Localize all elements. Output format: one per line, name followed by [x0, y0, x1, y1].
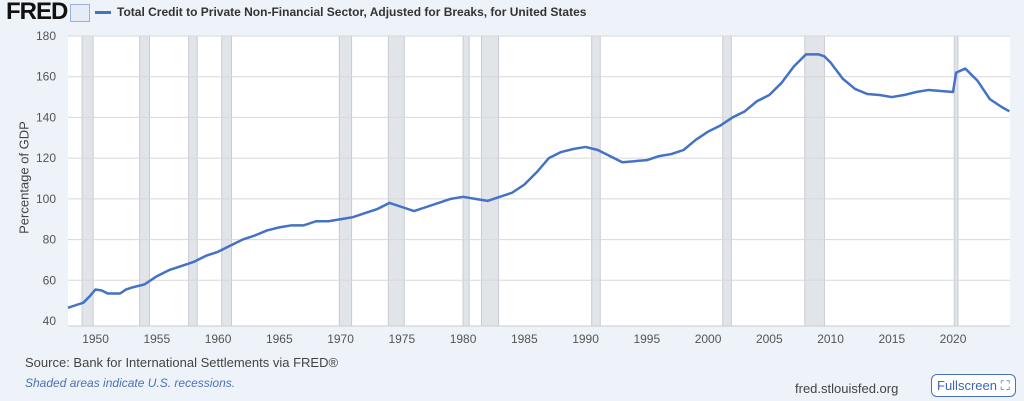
x-tick-label: 1990 [572, 332, 599, 346]
y-tick-label: 80 [43, 233, 57, 247]
y-tick-label: 180 [36, 29, 56, 43]
x-tick-label: 1975 [388, 332, 415, 346]
y-tick-label: 140 [36, 110, 56, 124]
recession-band [722, 35, 732, 327]
legend: Total Credit to Private Non-Financial Se… [95, 5, 586, 19]
y-tick-label: 60 [43, 273, 57, 287]
fullscreen-button[interactable]: Fullscreen ⛶ [931, 374, 1016, 397]
x-tick-label: 1970 [327, 332, 354, 346]
x-tick-label: 2015 [878, 332, 905, 346]
x-tick-label: 1955 [143, 332, 170, 346]
recession-band [81, 35, 94, 327]
y-tick-label: 120 [36, 151, 56, 165]
x-tick-label: 1995 [633, 332, 660, 346]
recession-band [804, 35, 825, 327]
x-tick-label: 2020 [940, 332, 967, 346]
x-tick-label: 1980 [450, 332, 477, 346]
legend-swatch [95, 10, 111, 14]
recession-band [188, 35, 198, 327]
recession-band [480, 35, 500, 327]
x-tick-label: 2000 [695, 332, 722, 346]
x-tick-label: 1950 [82, 332, 109, 346]
fred-logo[interactable]: FRED [6, 0, 68, 25]
recession-band [221, 35, 233, 327]
line-chart: 40 60 80 100 120 140 160 180 1950 1955 1960 1965 197… [36, 29, 1010, 346]
legend-label: Total Credit to Private Non-Financial Se… [117, 5, 587, 19]
x-tick-label: 2010 [817, 332, 844, 346]
recession-band [462, 35, 470, 327]
chart-icon [70, 4, 90, 22]
y-tick-label: 100 [36, 192, 56, 206]
source-text: Source: Bank for International Settlemen… [25, 355, 339, 370]
y-tick-label: 40 [43, 314, 57, 328]
x-tick-label: 1985 [511, 332, 538, 346]
recession-note[interactable]: Shaded areas indicate U.S. recessions. [25, 376, 236, 390]
x-tick-label: 1965 [266, 332, 293, 346]
x-tick-label: 1960 [205, 332, 232, 346]
recession-band [338, 35, 353, 327]
recession-band [387, 35, 405, 327]
site-link[interactable]: fred.stlouisfed.org [795, 381, 899, 396]
y-tick-label: 160 [36, 70, 56, 84]
recession-band [591, 35, 601, 327]
series-line [67, 53, 1010, 309]
x-tick-label: 2005 [756, 332, 783, 346]
plot-area [68, 36, 1010, 326]
